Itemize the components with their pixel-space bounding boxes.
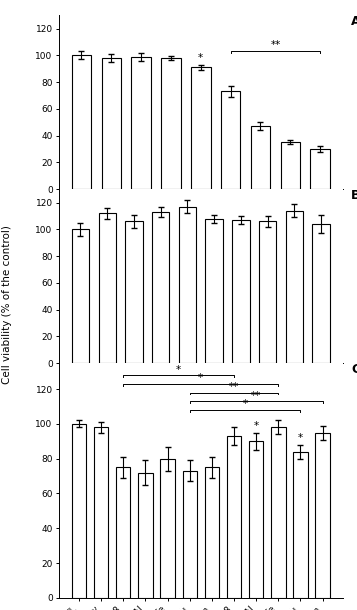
Text: C: C xyxy=(351,363,357,376)
Text: Cell viability (% of the control): Cell viability (% of the control) xyxy=(2,226,12,384)
Bar xyxy=(227,436,241,598)
Bar xyxy=(293,452,308,598)
Bar xyxy=(131,57,151,189)
Text: *: * xyxy=(198,373,203,384)
Bar xyxy=(191,68,211,189)
Bar xyxy=(286,210,303,363)
Bar xyxy=(102,58,121,189)
Bar xyxy=(221,92,240,189)
Bar xyxy=(72,424,86,598)
Text: **: ** xyxy=(270,40,281,50)
Text: **: ** xyxy=(251,391,261,401)
Bar xyxy=(312,224,330,363)
Text: *: * xyxy=(176,365,181,375)
Text: *: * xyxy=(298,433,303,443)
Bar xyxy=(94,428,108,598)
Bar xyxy=(125,221,143,363)
Bar xyxy=(232,220,250,363)
Bar xyxy=(161,58,181,189)
Bar xyxy=(311,149,330,189)
Bar xyxy=(205,467,219,598)
Text: B: B xyxy=(351,189,357,202)
Bar xyxy=(316,432,330,598)
Text: **: ** xyxy=(229,382,239,392)
Bar xyxy=(72,56,91,189)
Bar xyxy=(251,126,270,189)
Bar xyxy=(281,142,300,189)
Bar xyxy=(249,441,263,598)
Bar xyxy=(182,471,197,598)
Text: *: * xyxy=(253,421,259,431)
Bar xyxy=(160,459,175,598)
Text: *: * xyxy=(198,52,203,63)
Bar xyxy=(259,221,276,363)
Bar xyxy=(99,214,116,363)
Bar xyxy=(116,467,131,598)
Text: *: * xyxy=(242,400,248,409)
Text: A: A xyxy=(351,15,357,28)
Text: + Resveratrol: + Resveratrol xyxy=(250,457,312,466)
Bar xyxy=(179,207,196,363)
Bar xyxy=(152,212,169,363)
Bar xyxy=(72,229,89,363)
Bar xyxy=(271,428,286,598)
X-axis label: Resveratrol (μM): Resveratrol (μM) xyxy=(158,215,244,225)
Bar xyxy=(206,218,223,363)
Bar xyxy=(138,473,153,598)
